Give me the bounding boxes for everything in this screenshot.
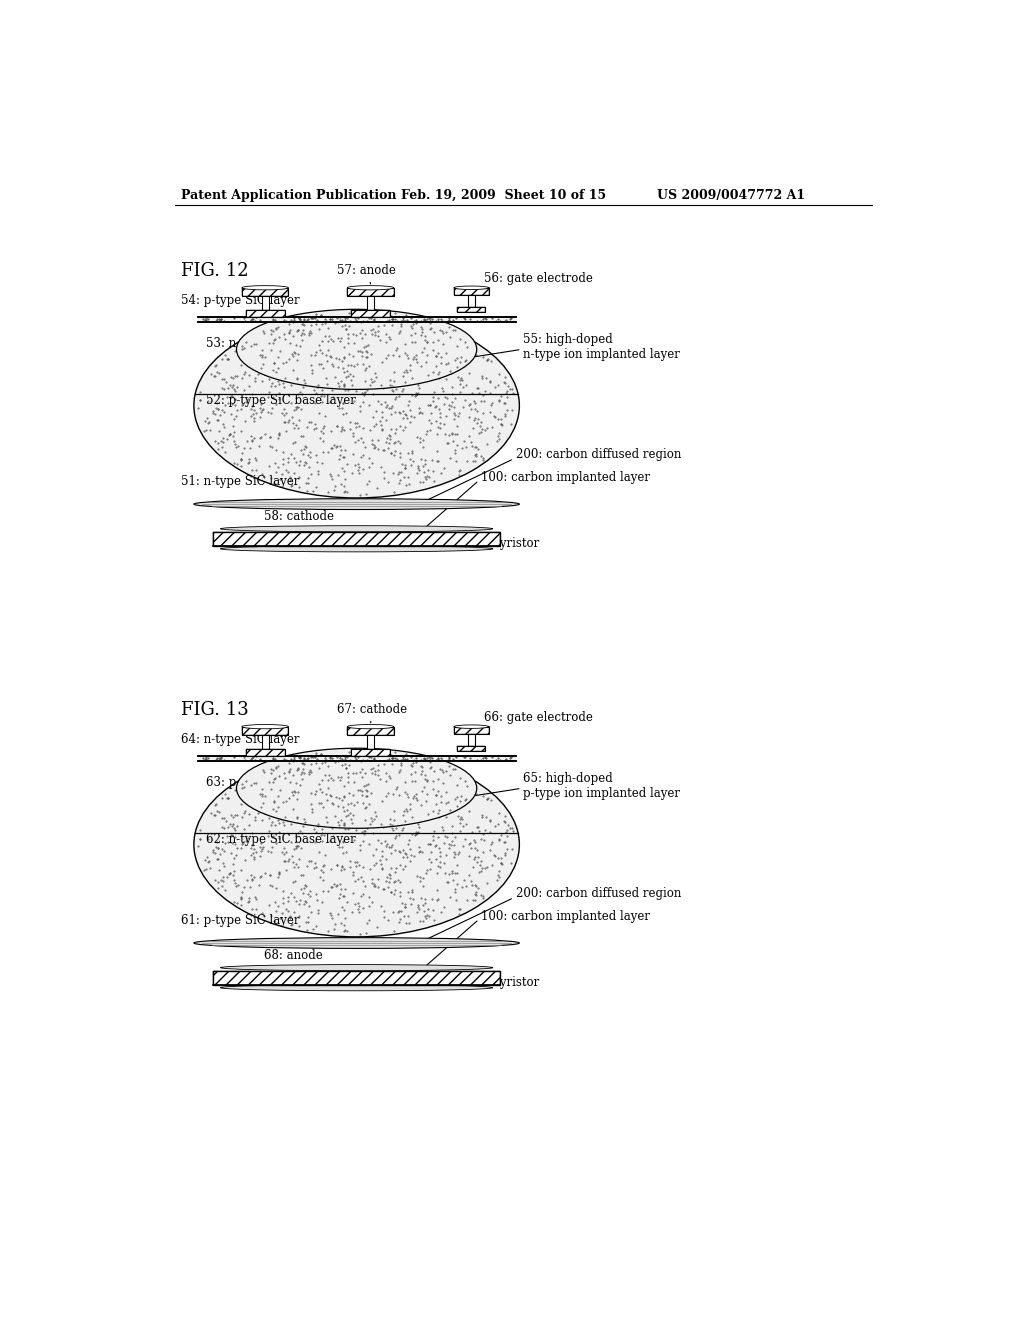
Bar bbox=[347, 288, 394, 296]
Text: 55: high-doped
n-type ion implanted layer: 55: high-doped n-type ion implanted laye… bbox=[523, 333, 680, 362]
Ellipse shape bbox=[347, 725, 394, 729]
Bar bbox=[213, 970, 500, 985]
Text: 66: gate electrode: 66: gate electrode bbox=[482, 710, 593, 729]
Ellipse shape bbox=[220, 985, 493, 991]
Text: 65: high-doped
p-type ion implanted layer: 65: high-doped p-type ion implanted laye… bbox=[523, 772, 680, 800]
Ellipse shape bbox=[347, 285, 394, 290]
Text: 51: n-type SiC layer: 51: n-type SiC layer bbox=[180, 475, 299, 488]
Ellipse shape bbox=[220, 525, 493, 532]
Text: 67: cathode: 67: cathode bbox=[337, 702, 408, 723]
Bar bbox=[458, 746, 485, 751]
Bar bbox=[242, 288, 289, 296]
Text: 61: p-type SiC layer: 61: p-type SiC layer bbox=[180, 915, 299, 927]
Text: 53: n-type SiC base layer: 53: n-type SiC base layer bbox=[206, 337, 355, 350]
Bar bbox=[367, 735, 374, 748]
Ellipse shape bbox=[194, 937, 519, 948]
Bar bbox=[213, 970, 500, 985]
Bar bbox=[262, 296, 268, 310]
Text: 50: thyristor: 50: thyristor bbox=[465, 537, 540, 550]
Bar bbox=[262, 735, 268, 748]
Text: 58: cathode: 58: cathode bbox=[263, 510, 334, 523]
Bar bbox=[347, 288, 394, 296]
Text: 68: anode: 68: anode bbox=[263, 949, 323, 962]
Bar bbox=[242, 726, 289, 735]
Bar bbox=[367, 296, 374, 310]
Bar bbox=[246, 310, 285, 317]
Bar bbox=[458, 308, 485, 313]
Text: US 2009/0047772 A1: US 2009/0047772 A1 bbox=[657, 189, 806, 202]
Ellipse shape bbox=[454, 725, 488, 729]
Bar bbox=[454, 288, 488, 294]
Bar bbox=[198, 317, 515, 322]
Bar bbox=[246, 310, 285, 317]
Ellipse shape bbox=[237, 309, 477, 389]
Text: 60: thyristor: 60: thyristor bbox=[465, 975, 540, 989]
Bar bbox=[454, 727, 488, 734]
Ellipse shape bbox=[454, 286, 488, 289]
Text: Feb. 19, 2009  Sheet 10 of 15: Feb. 19, 2009 Sheet 10 of 15 bbox=[400, 189, 606, 202]
Bar bbox=[458, 308, 485, 313]
Bar bbox=[458, 746, 485, 751]
Ellipse shape bbox=[194, 499, 519, 510]
Text: 200: carbon diffused region: 200: carbon diffused region bbox=[515, 449, 681, 462]
Bar bbox=[468, 294, 475, 308]
Bar bbox=[246, 748, 285, 756]
Text: Patent Application Publication: Patent Application Publication bbox=[180, 189, 396, 202]
Text: 200: carbon diffused region: 200: carbon diffused region bbox=[515, 887, 681, 900]
Bar bbox=[347, 726, 394, 735]
Text: 56: gate electrode: 56: gate electrode bbox=[482, 272, 593, 289]
Ellipse shape bbox=[194, 313, 519, 498]
Ellipse shape bbox=[242, 725, 289, 729]
Bar bbox=[242, 288, 289, 296]
Bar bbox=[213, 532, 500, 545]
Bar bbox=[347, 726, 394, 735]
Ellipse shape bbox=[237, 748, 477, 829]
Text: FIG. 13: FIG. 13 bbox=[180, 701, 249, 719]
Ellipse shape bbox=[242, 285, 289, 290]
Text: 100: carbon implanted layer: 100: carbon implanted layer bbox=[480, 911, 649, 924]
Bar bbox=[351, 748, 390, 756]
Text: 62: n-type SiC base layer: 62: n-type SiC base layer bbox=[206, 833, 355, 846]
Bar bbox=[246, 748, 285, 756]
Bar bbox=[454, 727, 488, 734]
Ellipse shape bbox=[194, 752, 519, 937]
Ellipse shape bbox=[220, 545, 493, 552]
Bar bbox=[351, 310, 390, 317]
Bar bbox=[454, 288, 488, 294]
Text: 63: p-type SiC base layer: 63: p-type SiC base layer bbox=[206, 776, 355, 788]
Bar bbox=[242, 726, 289, 735]
Bar bbox=[351, 310, 390, 317]
Text: 54: p-type SiC layer: 54: p-type SiC layer bbox=[180, 294, 299, 308]
Text: 57: anode: 57: anode bbox=[337, 264, 396, 284]
Text: 52: p-type SiC base layer: 52: p-type SiC base layer bbox=[206, 395, 355, 408]
Bar bbox=[213, 532, 500, 545]
Text: 64: n-type SiC layer: 64: n-type SiC layer bbox=[180, 733, 299, 746]
Bar bbox=[198, 756, 515, 760]
Bar bbox=[468, 734, 475, 746]
Ellipse shape bbox=[220, 965, 493, 970]
Text: 100: carbon implanted layer: 100: carbon implanted layer bbox=[480, 471, 649, 484]
Bar bbox=[351, 748, 390, 756]
Text: FIG. 12: FIG. 12 bbox=[180, 263, 249, 280]
